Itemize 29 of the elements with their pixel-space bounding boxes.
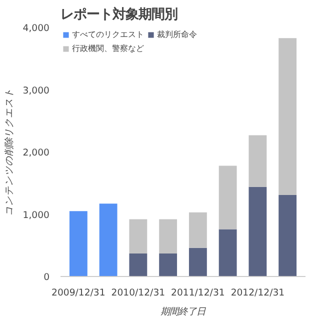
bar xyxy=(188,248,207,276)
y-axis-title: コンテンツの削除リクエスト xyxy=(4,88,15,216)
legend-label: 裁判所命令 xyxy=(157,29,197,40)
bar xyxy=(248,186,267,276)
bar xyxy=(129,253,148,276)
y-tick-label: 3,000 xyxy=(22,85,50,96)
bar xyxy=(129,219,148,254)
bar xyxy=(69,211,88,276)
x-tick-label: 2010/12/31 xyxy=(111,288,166,298)
y-tick-label: 1,000 xyxy=(22,210,50,221)
y-tick-label: 4,000 xyxy=(22,23,50,34)
x-tick-label: 2012/12/31 xyxy=(230,288,285,298)
bar xyxy=(278,38,297,195)
bar xyxy=(99,204,118,276)
bar xyxy=(218,229,237,276)
bar xyxy=(188,212,207,248)
x-axis-title: 期間終了日 xyxy=(160,306,206,318)
bar xyxy=(159,219,178,254)
chart-title: レポート対象期間別 xyxy=(60,6,178,22)
x-tick-label: 2009/12/31 xyxy=(52,288,106,298)
bar xyxy=(159,253,178,276)
bar xyxy=(218,166,237,230)
bar xyxy=(248,135,267,187)
legend-label: すべてのリクエスト xyxy=(72,29,144,40)
bar xyxy=(278,194,297,276)
legend-label: 行政機関、警察など xyxy=(72,43,144,54)
y-tick-label: 0 xyxy=(44,272,50,283)
x-tick-label: 2011/12/31 xyxy=(171,288,225,298)
y-tick-label: 2,000 xyxy=(22,148,50,158)
